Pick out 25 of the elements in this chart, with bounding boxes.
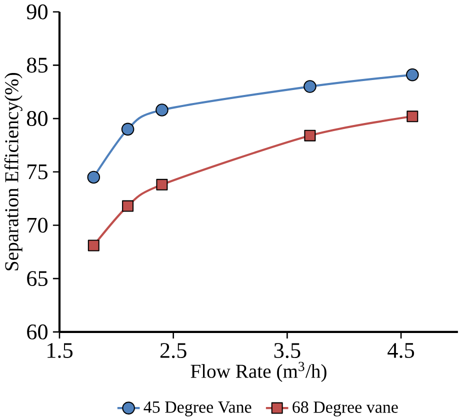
point <box>406 110 418 122</box>
y-tick-label: 65 <box>27 271 48 286</box>
y-tick-label: 75 <box>28 164 48 180</box>
point <box>122 200 134 212</box>
point <box>156 104 168 116</box>
point <box>156 178 168 190</box>
point <box>88 240 100 252</box>
x-tick-label: 1.5 <box>48 343 73 358</box>
legend-label: 68 Degree vane <box>292 401 398 416</box>
x-tick-label: 3.5 <box>274 343 300 358</box>
point <box>304 130 316 142</box>
legend-label: 45 Degree Vane <box>144 402 252 416</box>
x-axis-title: Flow Rate (m$^{3}$/h) <box>190 362 326 382</box>
point <box>87 170 100 184</box>
x-tick-label: 4.5 <box>388 343 414 358</box>
y-tick-label: 85 <box>26 58 48 73</box>
y-tick-label: 90 <box>26 4 48 20</box>
y-axis-title: Separation Efficiency(%) <box>4 73 22 270</box>
point <box>121 122 134 136</box>
point <box>304 80 316 93</box>
y-tick-label: 70 <box>28 218 48 233</box>
x-tick-label: 2.5 <box>160 343 186 358</box>
y-tick-label: 80 <box>26 111 48 126</box>
y-tick-label: 60 <box>27 324 48 340</box>
point <box>406 68 419 82</box>
